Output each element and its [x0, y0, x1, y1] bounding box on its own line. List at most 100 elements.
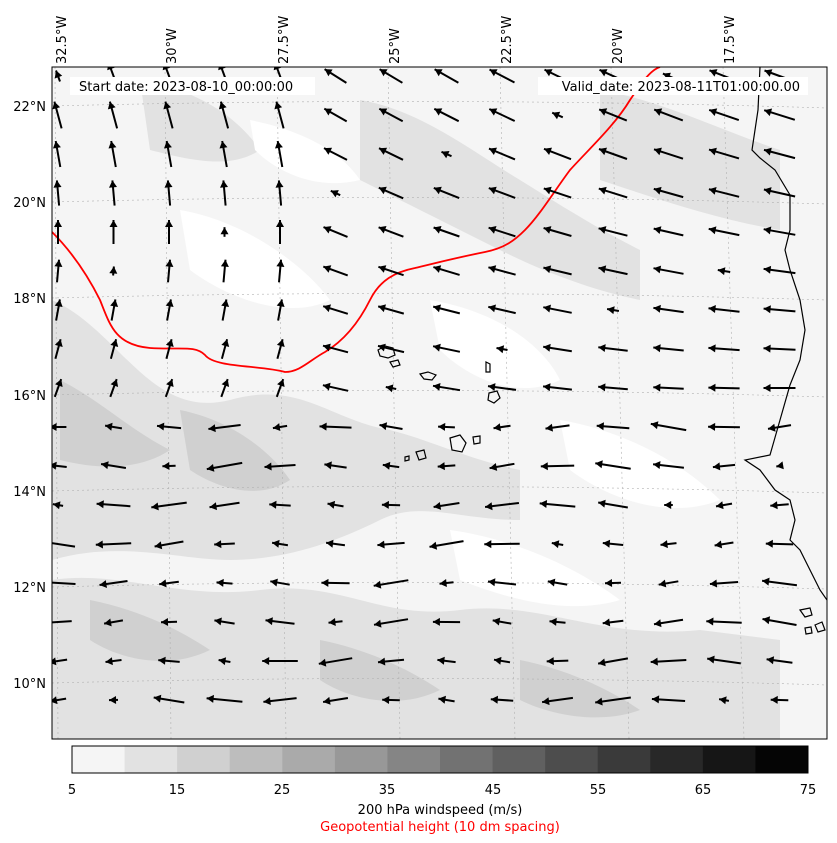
wind-arrow-head	[654, 108, 663, 116]
wind-arrow-head	[54, 70, 63, 79]
wind-arrow-head	[54, 299, 63, 307]
wind-arrow-head	[276, 339, 285, 347]
wind-arrow-head	[763, 344, 771, 353]
wind-arrow-head	[595, 697, 603, 706]
wind-arrow-head	[54, 259, 63, 267]
wind-arrow-head	[653, 461, 661, 469]
wind-arrow-head	[276, 259, 285, 267]
wind-arrow-head	[52, 696, 58, 705]
wind-arrow-head	[379, 147, 388, 155]
wind-arrow-head	[433, 265, 442, 273]
wind-arrow-head	[544, 69, 553, 77]
wind-arrow-head	[552, 111, 561, 120]
wind-arrow-head	[709, 147, 717, 156]
wind-arrow-head	[653, 344, 661, 353]
wind-arrow-head	[653, 186, 662, 195]
wind-arrow-head	[494, 656, 502, 665]
wind-arrow-head	[653, 265, 662, 274]
wind-arrow-head	[276, 220, 284, 227]
wind-arrow-head	[437, 462, 445, 471]
colorbar-frame	[71, 745, 809, 774]
wind-arrow-head	[165, 220, 173, 227]
wind-arrow-head	[378, 265, 387, 273]
wind-arrow-head	[712, 462, 721, 471]
wind-arrow-head	[542, 697, 550, 706]
wind-arrow-head	[214, 540, 222, 549]
wind-arrow-head	[262, 657, 270, 665]
wind-arrow-head	[492, 617, 501, 626]
coastline	[377, 67, 827, 635]
wind-arrow-head	[708, 305, 716, 313]
wind-arrow-head	[52, 101, 61, 110]
wind-arrow-head	[165, 339, 174, 347]
wind-arrow-head	[763, 187, 772, 195]
lon-label: 27.5°W	[277, 16, 292, 64]
wind-arrow-head	[157, 422, 165, 431]
colorbar-label: 200 hPa windspeed (m/s)	[358, 803, 523, 818]
wind-arrow-shaft	[52, 542, 76, 548]
wind-arrow-head	[161, 618, 169, 626]
wind-arrow-head	[218, 101, 227, 110]
colorbar-segment	[177, 746, 231, 773]
wind-arrow-head	[272, 423, 281, 431]
lon-label: 22.5°W	[500, 16, 515, 64]
wind-arrow-head	[265, 617, 273, 626]
meridian-line	[610, 67, 630, 739]
wind-arrow-head	[107, 101, 116, 110]
wind-arrow-head	[109, 220, 118, 227]
wind-arrow-head	[216, 578, 224, 587]
wind-arrow-head	[382, 461, 391, 470]
wind-arrow-head	[272, 539, 280, 548]
wind-arrow-head	[598, 383, 606, 392]
wind-arrow-head	[209, 502, 217, 511]
meridian-line	[499, 67, 516, 739]
wind-arrow-head	[488, 578, 496, 587]
wind-arrow-head	[322, 382, 331, 391]
wind-arrow-head	[324, 461, 332, 470]
wind-arrow-head	[762, 616, 771, 625]
wind-arrow-head	[273, 67, 282, 71]
cape-verde-island	[404, 455, 410, 462]
wind-arrow-head	[269, 500, 277, 509]
wind-arrow-head	[214, 617, 222, 626]
africa-coastline	[743, 67, 827, 601]
contour-label: Geopotential height (10 dm spacing)	[320, 820, 560, 835]
colorbar-tick: 25	[274, 783, 291, 798]
wind-arrow-head	[109, 266, 118, 274]
wind-arrow-head	[110, 299, 119, 307]
wind-arrow-head	[549, 617, 557, 626]
wind-arrow-head	[263, 697, 271, 705]
wind-arrow-head	[108, 141, 117, 149]
wind-arrow-head	[489, 108, 498, 116]
wind-arrow-head	[654, 619, 662, 628]
wind-arrow-head	[602, 539, 611, 548]
wind-arrow-head	[489, 463, 498, 471]
wind-arrow-head	[650, 657, 658, 666]
meridian-line	[387, 67, 401, 739]
map-area	[52, 67, 827, 739]
wind-arrow-head	[489, 147, 497, 155]
wind-arrow-head	[543, 186, 552, 195]
wind-arrow-head	[768, 423, 776, 432]
wind-arrow-head	[378, 304, 386, 313]
wind-arrow-head	[605, 579, 613, 587]
wind-vectors	[52, 67, 798, 706]
wind-arrow-head	[109, 180, 117, 188]
cape-verde-island	[487, 390, 501, 404]
wind-arrow-head	[708, 383, 716, 392]
wind-arrow-head	[770, 695, 778, 704]
wind-arrow-head	[596, 422, 604, 431]
wind-arrow-head	[110, 339, 119, 347]
wind-arrow-head	[770, 501, 778, 510]
wind-arrow-head	[379, 422, 388, 431]
wind-arrow-head	[709, 108, 718, 116]
wind-arrow-head	[218, 657, 227, 666]
cape-verde-island	[485, 361, 491, 373]
wind-arrow-head	[439, 579, 447, 587]
wind-arrow-head	[52, 501, 61, 510]
colorbar	[72, 746, 809, 773]
wind-arrow-head	[598, 499, 606, 508]
lon-label: 20°W	[611, 28, 626, 64]
wind-arrow-head	[379, 108, 388, 116]
wind-arrow-head	[53, 141, 61, 149]
